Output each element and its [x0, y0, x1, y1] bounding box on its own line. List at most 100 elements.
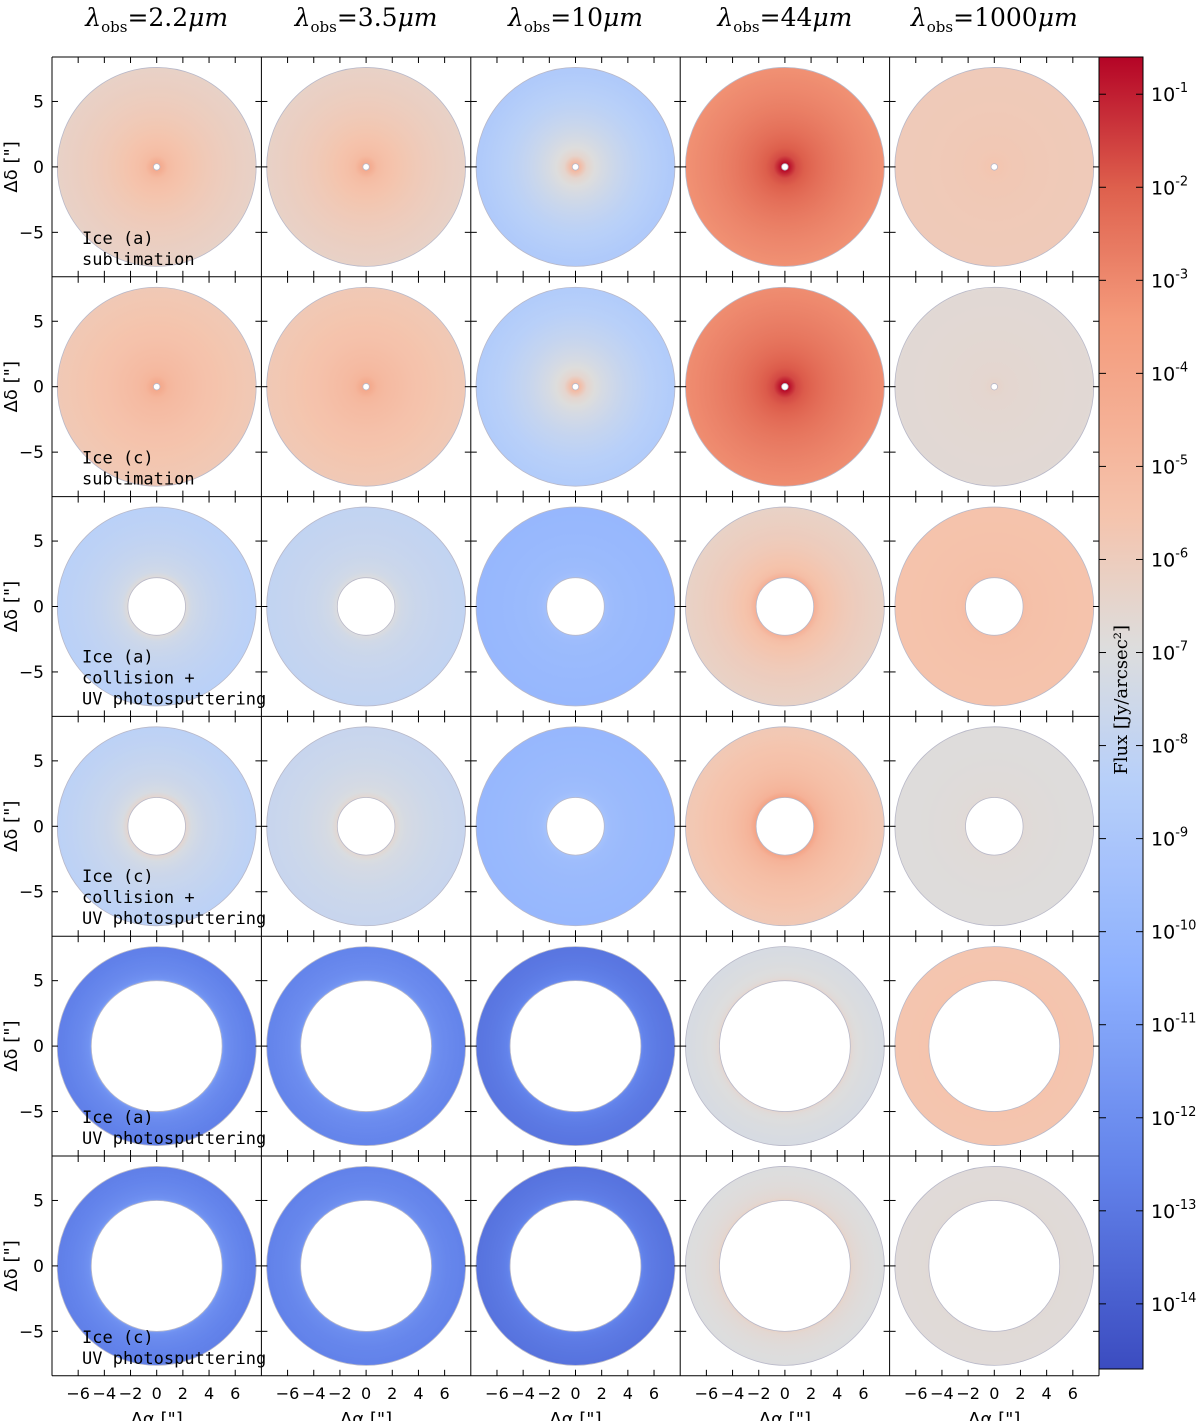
column-title: λobs=1000μm	[910, 3, 1078, 36]
flux-map-disk	[894, 1166, 1095, 1366]
flux-map-disk	[266, 726, 466, 927]
row-label: Ice (c) collision + UV photosputtering	[82, 867, 266, 929]
colorbar-tick-label: 10-10	[1151, 919, 1196, 944]
x-tick-label: 6	[440, 1384, 450, 1403]
x-tick-label: −6	[485, 1384, 509, 1403]
y-axis-label: Δδ ["]	[1, 801, 22, 852]
x-tick-label: 2	[1015, 1384, 1025, 1403]
column-title: λobs=44μm	[716, 3, 852, 36]
colorbar-tick-label: 10-12	[1151, 1105, 1196, 1130]
x-tick-label: −2	[956, 1384, 980, 1403]
y-tick-label: 0	[33, 1037, 44, 1057]
x-tick-label: 0	[570, 1384, 580, 1403]
x-tick-label: −2	[747, 1384, 771, 1403]
x-tick-label: 2	[387, 1384, 397, 1403]
flux-map-disk	[475, 506, 676, 707]
row-label: Ice (a) UV photosputtering	[82, 1108, 266, 1149]
x-tick-label: −6	[904, 1384, 928, 1403]
x-tick-label: −4	[721, 1384, 745, 1403]
y-tick-label: 5	[33, 312, 44, 332]
y-tick-label: −5	[19, 883, 44, 903]
flux-map-disk	[685, 1166, 885, 1366]
colorbar-tick-label: 10-7	[1151, 640, 1188, 665]
flux-map-disk	[56, 67, 257, 267]
x-tick-label: −6	[276, 1384, 300, 1403]
colorbar-tick-label: 10-4	[1151, 360, 1188, 385]
column-title: λobs=2.2μm	[84, 3, 228, 36]
colorbar-tick-label: 10-5	[1151, 453, 1188, 478]
colorbar-tick-label: 10-14	[1151, 1291, 1196, 1316]
y-tick-label: 0	[33, 1257, 44, 1277]
colorbar-tick-label: 10-13	[1151, 1198, 1196, 1223]
y-axis-label: Δδ ["]	[1, 361, 22, 412]
y-tick-label: 5	[33, 972, 44, 992]
y-tick-label: 0	[33, 378, 44, 398]
flux-map-disk	[685, 506, 885, 707]
x-axis-label: Δα ["]	[340, 1409, 392, 1421]
flux-map-disk	[266, 286, 466, 487]
x-tick-label: −2	[119, 1384, 143, 1403]
y-axis-label: Δδ ["]	[1, 141, 22, 192]
x-tick-label: −4	[511, 1384, 535, 1403]
x-axis-label: Δα ["]	[549, 1409, 601, 1421]
x-tick-label: 0	[989, 1384, 999, 1403]
y-tick-label: 5	[33, 92, 44, 112]
colorbar-label: Flux [Jy/arcsec²]	[1111, 625, 1132, 775]
x-tick-label: −6	[695, 1384, 719, 1403]
x-tick-label: 6	[858, 1384, 868, 1403]
colorbar-tick-label: 10-8	[1151, 733, 1188, 758]
x-tick-label: 4	[1042, 1384, 1052, 1403]
colorbar-tick-label: 10-6	[1151, 546, 1188, 571]
x-axis-label: Δα ["]	[759, 1409, 811, 1421]
flux-map-disk	[894, 506, 1095, 707]
column-title: λobs=3.5μm	[294, 3, 438, 36]
y-tick-label: 0	[33, 598, 44, 618]
row-label: Ice (c) sublimation	[82, 449, 195, 490]
flux-map-disk	[56, 286, 257, 487]
x-tick-label: −6	[66, 1384, 90, 1403]
x-tick-label: 0	[780, 1384, 790, 1403]
colorbar-tick-label: 10-3	[1151, 267, 1188, 292]
x-tick-label: −4	[93, 1384, 117, 1403]
x-tick-label: 2	[806, 1384, 816, 1403]
colorbar-tick-label: 10-11	[1151, 1012, 1196, 1037]
y-tick-label: −5	[19, 443, 44, 463]
colorbar-tick-label: 10-2	[1151, 174, 1188, 199]
x-tick-label: −2	[538, 1384, 562, 1403]
y-tick-label: −5	[19, 223, 44, 243]
y-tick-label: −5	[19, 663, 44, 683]
x-tick-label: 6	[1068, 1384, 1078, 1403]
x-tick-label: 6	[230, 1384, 240, 1403]
colorbar-tick-label: 10-1	[1151, 81, 1188, 106]
x-tick-label: 4	[204, 1384, 214, 1403]
y-tick-label: 0	[33, 817, 44, 837]
x-tick-label: 0	[361, 1384, 371, 1403]
y-tick-label: −5	[19, 1322, 44, 1342]
row-label: Ice (a) sublimation	[82, 229, 195, 270]
x-tick-label: 2	[178, 1384, 188, 1403]
x-tick-label: −2	[328, 1384, 352, 1403]
y-tick-label: −5	[19, 1103, 44, 1123]
y-tick-label: 0	[33, 158, 44, 178]
x-axis-label: Δα ["]	[131, 1409, 183, 1421]
x-tick-label: −4	[930, 1384, 954, 1403]
x-tick-label: 4	[623, 1384, 633, 1403]
y-axis-label: Δδ ["]	[1, 581, 22, 632]
x-axis-label: Δα ["]	[968, 1409, 1020, 1421]
y-tick-label: 5	[33, 1191, 44, 1211]
x-tick-label: 6	[649, 1384, 659, 1403]
row-label: Ice (a) collision + UV photosputtering	[82, 647, 266, 709]
x-tick-label: 0	[152, 1384, 162, 1403]
y-tick-label: 5	[33, 532, 44, 552]
y-axis-label: Δδ ["]	[1, 1020, 22, 1071]
y-tick-label: 5	[33, 752, 44, 772]
y-axis-label: Δδ ["]	[1, 1240, 22, 1291]
x-tick-label: 2	[597, 1384, 607, 1403]
column-title: λobs=10μm	[507, 3, 643, 36]
colorbar-tick-label: 10-9	[1151, 826, 1188, 851]
x-tick-label: 4	[832, 1384, 842, 1403]
colorbar	[1098, 56, 1144, 1370]
row-label: Ice (c) UV photosputtering	[82, 1328, 266, 1369]
x-tick-label: 4	[413, 1384, 423, 1403]
